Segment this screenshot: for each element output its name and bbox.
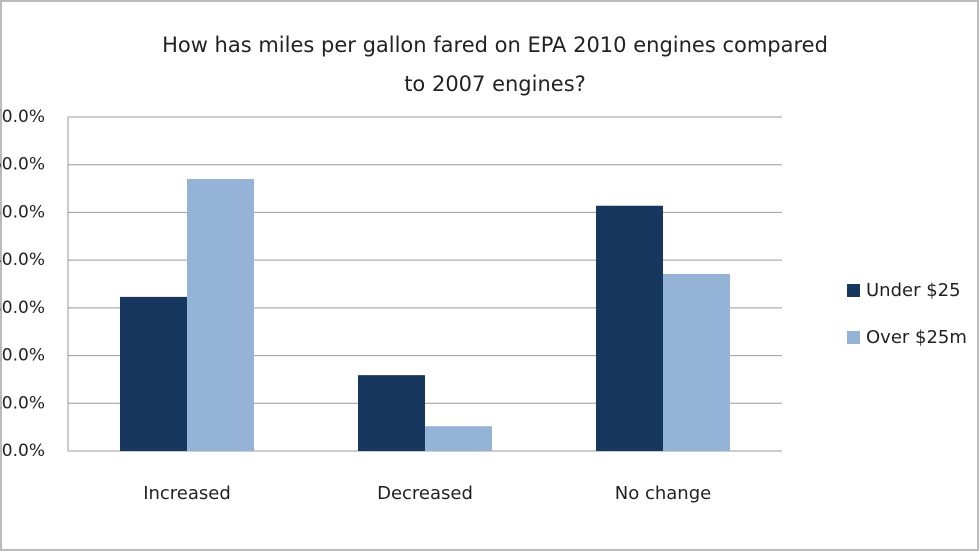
chart-title-line-1: How has miles per gallon fared on EPA 20… [162, 33, 828, 57]
legend-label: Under $25 [866, 280, 961, 301]
legend-label: Over $25m [866, 327, 967, 348]
bar [663, 273, 730, 451]
y-tick-label: 30.0% [0, 298, 45, 318]
y-tick-label: 60.0% [0, 155, 45, 175]
bar [425, 426, 492, 451]
y-tick-label: 0.0% [2, 441, 45, 461]
y-tick-label: 10.0% [0, 393, 45, 413]
bar [596, 205, 663, 451]
legend-swatch [847, 331, 860, 344]
bar [120, 296, 187, 451]
y-tick-label: 70.0% [0, 107, 45, 127]
y-tick-label: 50.0% [0, 202, 45, 222]
y-tick-label: 40.0% [0, 250, 45, 270]
x-tick-label: Increased [143, 483, 231, 504]
x-tick-label: No change [615, 483, 711, 504]
x-tick-label: Decreased [377, 483, 473, 504]
bar [187, 179, 254, 451]
chart-title-line-2: to 2007 engines? [404, 72, 586, 96]
bar [358, 375, 425, 451]
y-tick-label: 20.0% [0, 346, 45, 366]
legend-swatch [847, 284, 860, 297]
